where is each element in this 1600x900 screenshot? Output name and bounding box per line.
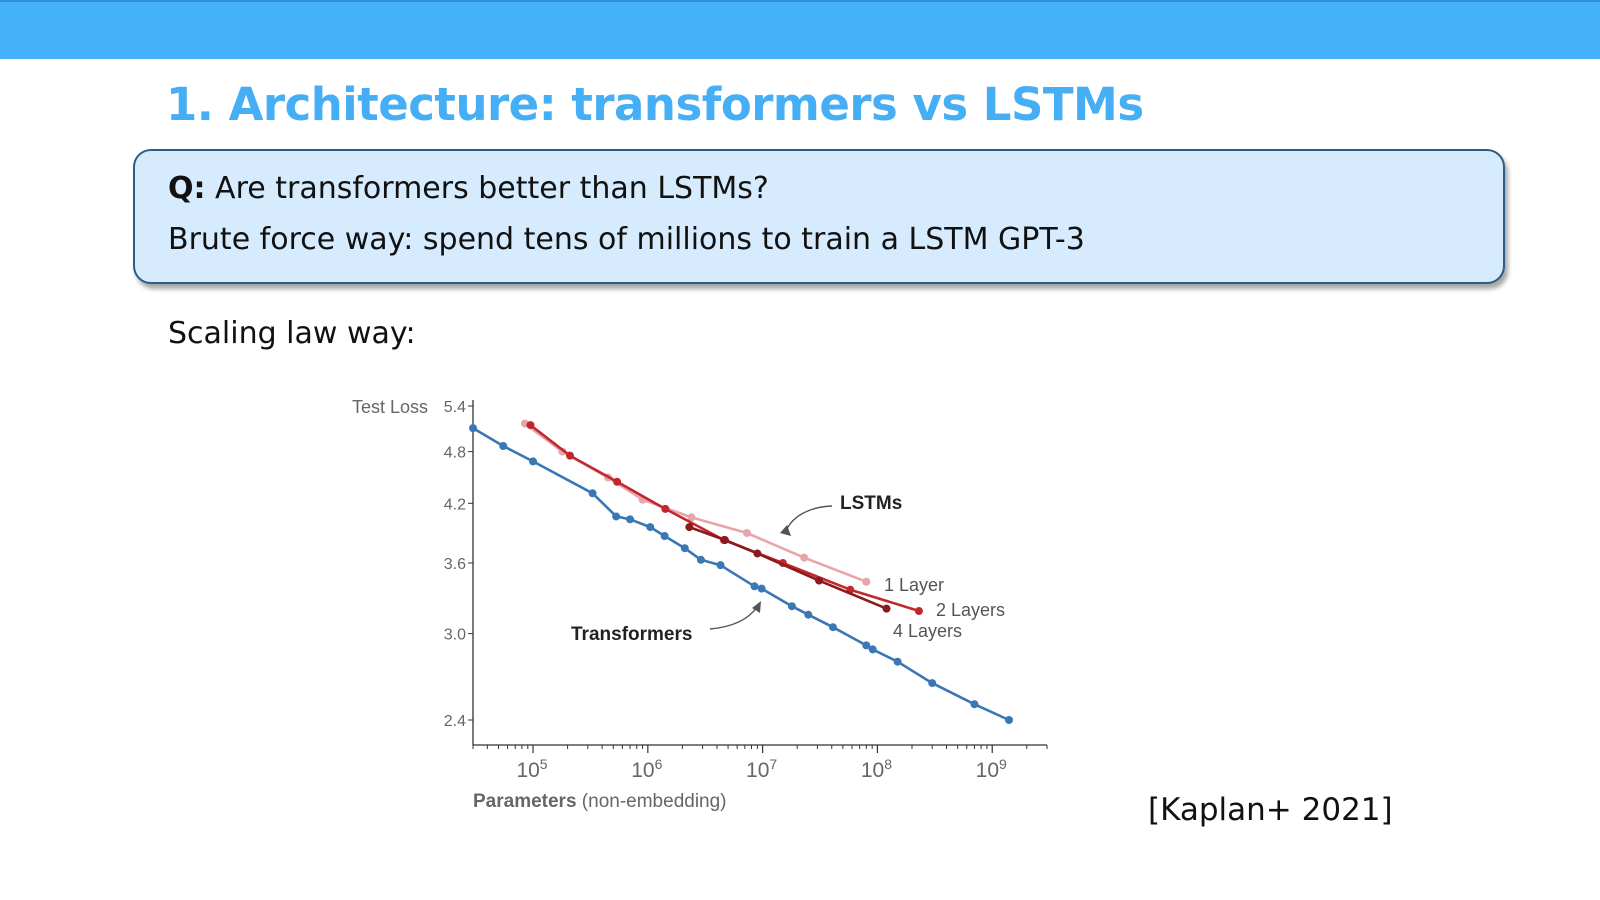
series-line-1-layer: [524, 422, 867, 583]
data-point-transformers: [646, 523, 655, 532]
y-tick-label: 2.4: [444, 713, 466, 730]
y-tick-label: 5.4: [444, 399, 466, 416]
data-point-transformers: [588, 489, 597, 498]
data-point-transformers: [626, 515, 635, 524]
data-point-1-layer: [687, 513, 696, 522]
data-point-1-layer: [742, 529, 751, 538]
data-point-transformers: [893, 657, 902, 666]
y-axis-title: Test Loss: [352, 397, 428, 417]
data-point-transformers: [828, 623, 837, 632]
header-bar: [0, 0, 1600, 59]
series-label-4-layers: 4 Layers: [893, 621, 962, 641]
slide-title: 1. Architecture: transformers vs LSTMs: [166, 78, 1144, 131]
data-point-4-layers: [815, 576, 824, 585]
data-point-4-layers: [720, 536, 729, 545]
data-point-transformers: [696, 555, 705, 564]
lstms-arrow-head: [780, 525, 791, 536]
y-tick-label: 3.0: [444, 627, 466, 644]
data-point-transformers: [612, 512, 621, 521]
data-point-transformers: [787, 602, 796, 611]
data-point-1-layer: [862, 577, 871, 586]
lstms-label: LSTMs: [840, 493, 902, 514]
data-point-2-layers: [613, 477, 622, 486]
data-point-2-layers: [661, 504, 670, 513]
data-point-2-layers: [566, 451, 575, 460]
transformers-arrow-head: [752, 601, 761, 613]
data-point-2-layers: [914, 607, 923, 616]
data-point-1-layer: [800, 553, 809, 562]
y-tick-label: 3.6: [444, 556, 466, 573]
scaling-law-text: Scaling law way:: [168, 316, 416, 351]
transformers-arrow: [709, 606, 758, 630]
data-point-transformers: [1005, 716, 1014, 725]
data-point-transformers: [660, 532, 669, 541]
series-label-2-layers: 2 Layers: [936, 600, 1005, 620]
question-text: Are transformers better than LSTMs?: [215, 171, 769, 206]
lstms-arrow: [785, 505, 833, 532]
data-point-4-layers: [685, 523, 694, 532]
data-point-transformers: [469, 424, 477, 433]
question-line: Q: Are transformers better than LSTMs?: [168, 171, 769, 206]
series-label-1-layer: 1 Layer: [884, 575, 944, 595]
data-point-transformers: [499, 442, 508, 451]
x-tick-label: 107: [746, 756, 777, 782]
x-tick-label: 108: [861, 756, 892, 782]
data-point-transformers: [716, 561, 725, 570]
data-point-transformers: [529, 457, 538, 466]
data-point-transformers: [868, 645, 877, 654]
x-tick-label: 105: [516, 756, 547, 782]
citation: [Kaplan+ 2021]: [1148, 792, 1393, 828]
question-box: Q: Are transformers better than LSTMs? B…: [133, 149, 1505, 284]
transformers-label: Transformers: [571, 624, 692, 645]
series-line-transformers: [472, 426, 1010, 722]
x-tick-label: 109: [976, 756, 1007, 782]
data-point-transformers: [928, 679, 937, 688]
series-line-2-layers: [529, 424, 920, 613]
data-point-transformers: [757, 584, 766, 593]
x-tick-label: 106: [631, 756, 662, 782]
data-point-transformers: [750, 582, 759, 591]
data-point-4-layers: [753, 549, 762, 558]
data-point-transformers: [804, 610, 813, 619]
x-axis-title: Parameters (non-embedding): [473, 791, 727, 812]
data-point-2-layers: [526, 421, 535, 430]
data-point-4-layers: [882, 604, 891, 613]
y-tick-label: 4.2: [444, 496, 466, 513]
data-point-transformers: [862, 641, 871, 650]
y-tick-label: 4.8: [444, 445, 466, 462]
brute-force-text: Brute force way: spend tens of millions …: [168, 222, 1085, 257]
question-label: Q:: [168, 171, 206, 206]
scaling-chart: 5.4 4.8 4.2 3.6 3.0 2.4 Test Loss 105 106 107 108 1…: [352, 397, 1048, 812]
data-point-transformers: [680, 544, 689, 553]
data-point-transformers: [970, 700, 979, 709]
